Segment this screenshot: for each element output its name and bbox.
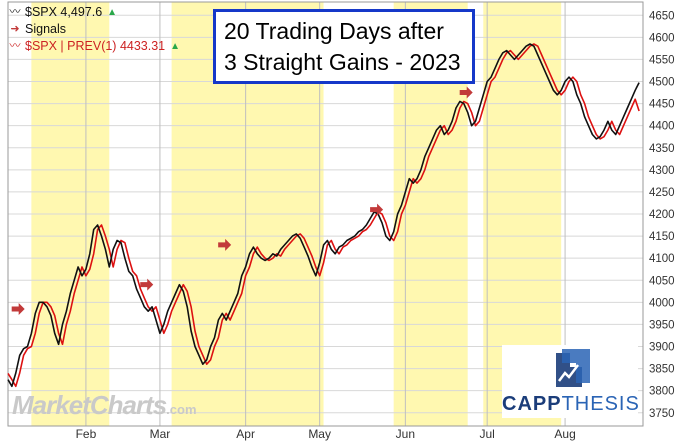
y-tick-label: 3900: [649, 342, 675, 354]
chart-title-box: 20 Trading Days after 3 Straight Gains -…: [213, 9, 475, 84]
brand-part2: THESIS: [561, 393, 640, 415]
series-line-prev: [7, 43, 640, 388]
marketcharts-watermark: MarketCharts.com: [12, 390, 197, 421]
y-tick-label: 4600: [649, 32, 675, 44]
y-tick-label: 4400: [649, 121, 675, 133]
x-tick-label: Jun: [396, 427, 415, 441]
y-tick-label: 3750: [649, 408, 675, 420]
line-series-icon: 〰: [9, 40, 21, 52]
y-tick-label: 4500: [649, 77, 675, 89]
x-tick-label: Jul: [479, 427, 494, 441]
x-tick-label: Aug: [554, 427, 575, 441]
brand-part1: CAPP: [502, 393, 562, 415]
line-series-icon: 〰: [9, 6, 21, 18]
up-arrow-icon: ▲: [170, 41, 181, 52]
plot-border: [7, 1, 644, 427]
y-tick-label: 4350: [649, 143, 675, 155]
y-tick-label: 4450: [649, 99, 675, 111]
cappthesis-logo: CAPPTHESIS: [502, 345, 640, 418]
signal-arrow-icon: ➜: [10, 23, 20, 35]
legend-item-signals[interactable]: ➜ Signals: [8, 21, 180, 38]
chart-title-line1: 20 Trading Days after: [224, 18, 444, 44]
y-tick-label: 3950: [649, 319, 675, 331]
legend-signals-label: Signals: [25, 22, 66, 36]
chart-legend: 〰 $SPX 4,497.6 ▲ ➜ Signals 〰 $SPX | PREV…: [8, 4, 181, 55]
chart-title-line2: 3 Straight Gains - 2023: [224, 49, 461, 75]
signal-arrow: [218, 238, 232, 251]
y-tick-label: 3800: [649, 386, 675, 398]
cappthesis-wordmark: CAPPTHESIS: [502, 393, 640, 416]
up-arrow-icon: ▲: [107, 7, 118, 18]
legend-prev-label: $SPX | PREV(1) 4433.31: [25, 39, 166, 53]
signal-arrow: [11, 302, 25, 315]
y-tick-label: 4550: [649, 54, 675, 66]
signal-arrow: [459, 86, 473, 99]
x-tick-label: Feb: [76, 427, 97, 441]
y-tick-label: 3850: [649, 364, 675, 376]
signal-arrow: [140, 278, 154, 291]
y-tick-label: 4300: [649, 165, 675, 177]
legend-item-spx[interactable]: 〰 $SPX 4,497.6 ▲: [8, 4, 180, 21]
cappthesis-logo-mark: [556, 349, 590, 387]
y-tick-label: 4050: [649, 275, 675, 287]
series-line-spx: [7, 43, 640, 388]
y-tick-label: 4000: [649, 297, 675, 309]
x-tick-label: Apr: [236, 427, 255, 441]
y-tick-label: 4650: [649, 10, 675, 22]
x-tick-label: Mar: [150, 427, 171, 441]
legend-item-prev[interactable]: 〰 $SPX | PREV(1) 4433.31 ▲: [8, 38, 181, 55]
legend-spx-label: $SPX 4,497.6: [25, 5, 103, 19]
y-tick-label: 4200: [649, 209, 675, 221]
y-tick-label: 4100: [649, 253, 675, 265]
watermark-suffix: .com: [166, 402, 197, 417]
signal-arrow: [370, 203, 384, 216]
x-tick-label: May: [308, 427, 331, 441]
watermark-main: MarketCharts: [12, 390, 167, 420]
y-tick-label: 4250: [649, 187, 675, 199]
y-tick-label: 4150: [649, 231, 675, 243]
